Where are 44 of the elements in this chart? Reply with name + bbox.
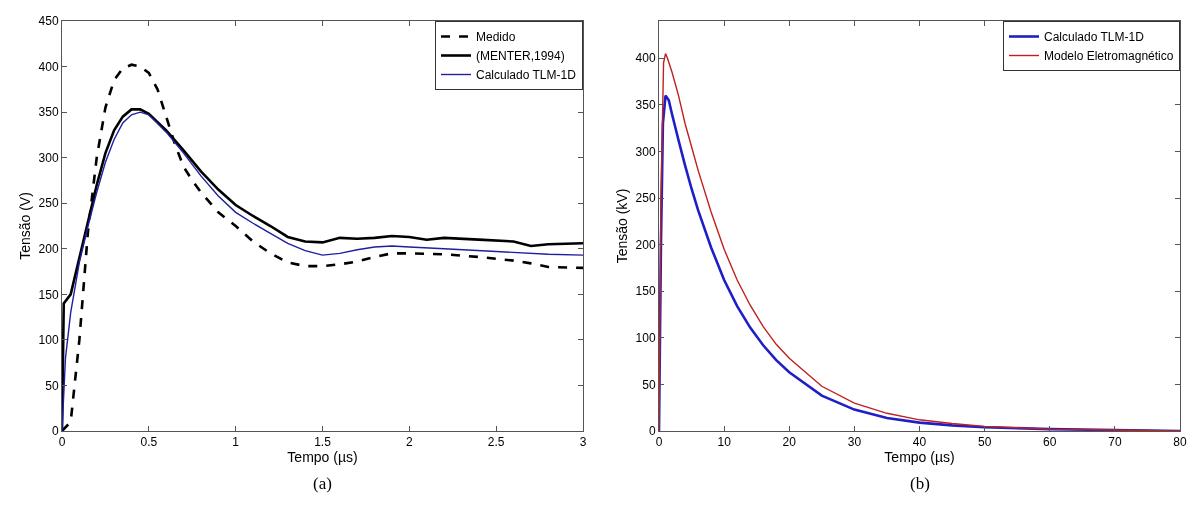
y-tick-label: 350 [38,105,59,120]
x-tick-label: 40 [912,435,927,450]
x-tick-label: 2.5 [487,435,505,450]
y-tick-label: 200 [635,237,656,252]
legend-label: Medido [476,30,516,45]
y-tick-label: 150 [38,287,59,302]
x-tick-label: 1.5 [314,435,332,450]
y-tick-label: 0 [648,424,656,439]
x-tick-label: 10 [717,435,732,450]
x-tick-label: 3 [579,435,587,450]
y-tick-label: 350 [635,98,656,113]
y-tick-label: 400 [38,59,59,74]
y-tick-label: 300 [38,150,59,165]
x-tick-label: 0.5 [140,435,158,450]
x-tick-label: 30 [847,435,862,450]
x-tick-label: 2 [405,435,413,450]
y-axis-title: Tensão (kV) [614,188,631,264]
x-tick-label: 70 [1108,435,1122,450]
y-tick-label: 0 [51,424,59,439]
x-axis-title: Tempo (µs) [884,449,955,466]
x-tick-label: 60 [1043,435,1057,450]
x-tick-label: 1 [232,435,240,450]
x-axis-title: Tempo (µs) [287,449,358,466]
y-tick-label: 250 [38,196,59,211]
y-tick-label: 400 [635,51,656,66]
x-tick-label: 50 [977,435,992,450]
legend-label: Calculado TLM-1D [1044,30,1145,45]
legend-label: Modelo Eletromagnético [1044,49,1174,64]
y-tick-label: 100 [38,333,59,348]
y-tick-label: 300 [635,144,656,159]
y-tick-label: 50 [642,377,656,392]
y-tick-label: 250 [635,191,656,206]
y-axis-title: Tensão (V) [17,192,34,260]
y-tick-label: 150 [635,284,656,299]
text: (b) [910,474,930,493]
x-tick-label: 20 [782,435,797,450]
y-tick-label: 50 [45,378,59,393]
y-tick-label: 450 [38,14,59,29]
legend-label: Calculado TLM-1D [476,68,577,83]
y-tick-label: 100 [635,331,656,346]
legend-label: (MENTER,1994) [476,49,565,64]
y-tick-label: 200 [38,241,59,256]
text: (a) [313,474,332,493]
x-tick-label: 80 [1173,435,1187,450]
